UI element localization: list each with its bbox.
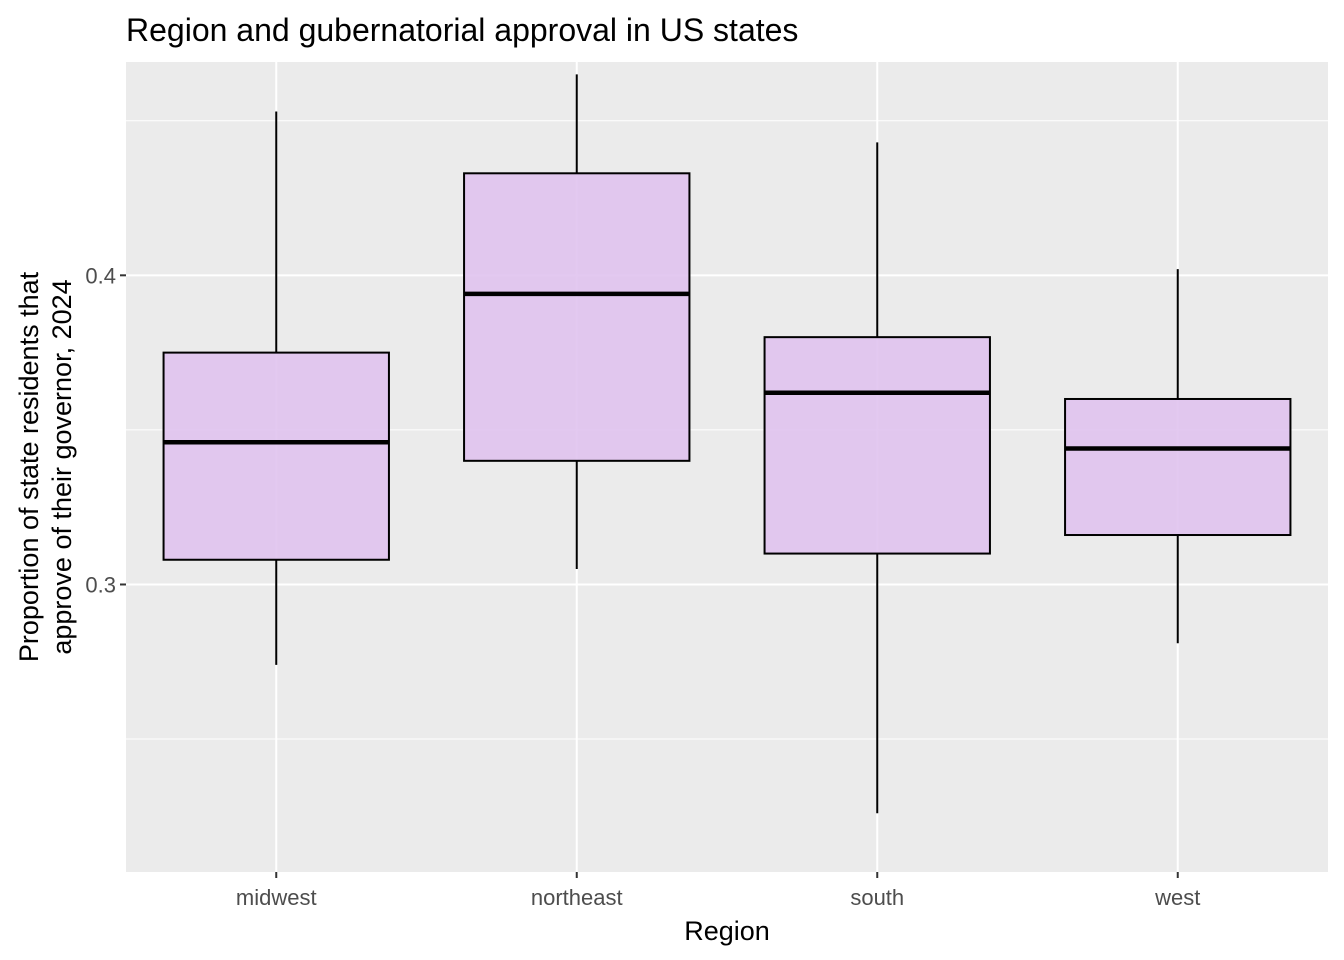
box-iqr bbox=[162, 351, 390, 561]
chart-title: Region and gubernatorial approval in US … bbox=[126, 12, 798, 48]
box-iqr bbox=[1064, 397, 1292, 537]
x-tick-label: south bbox=[850, 885, 904, 910]
y-axis-title-line-2: approve of their governor, 2024 bbox=[47, 279, 77, 654]
axes: 0.3 0.4 midwest northeast south west bbox=[85, 263, 1200, 910]
box-south bbox=[763, 142, 991, 814]
box-iqr bbox=[763, 336, 991, 555]
y-axis-title-line-1: Proportion of state residents that bbox=[14, 271, 44, 662]
box-west bbox=[1064, 269, 1292, 644]
box-midwest bbox=[162, 111, 390, 665]
box-iqr bbox=[463, 172, 691, 462]
box-northeast bbox=[463, 74, 691, 570]
boxes bbox=[162, 74, 1292, 814]
x-tick-label: northeast bbox=[531, 885, 623, 910]
x-tick-label: midwest bbox=[236, 885, 317, 910]
y-axis-title: Proportion of state residents that appro… bbox=[14, 271, 77, 662]
x-axis-title: Region bbox=[684, 916, 770, 946]
x-tick-label: west bbox=[1154, 885, 1200, 910]
y-tick-label: 0.4 bbox=[85, 263, 116, 288]
y-tick-label: 0.3 bbox=[85, 572, 116, 597]
